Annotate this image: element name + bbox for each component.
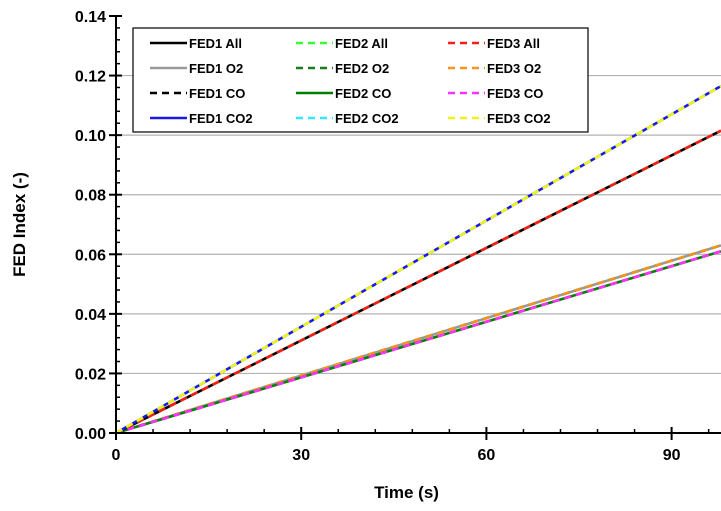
y-axis-title: FED Index (-) [10,172,29,277]
x-axis-title: Time (s) [374,483,439,502]
series-line-fed3-co [115,250,721,435]
legend-label-fed3-co2: FED3 CO2 [487,111,551,126]
y-tick-label-0-12: 0.12 [75,69,106,86]
legend-label-fed2-all: FED2 All [335,36,388,51]
y-tick-label-0-10: 0.10 [75,128,106,145]
series-lines [115,84,721,435]
legend-label-fed2-co: FED2 CO [335,86,391,101]
series-line-fed3-co2 [115,84,721,435]
y-tick-label-0-02: 0.02 [75,366,106,383]
legend-label-fed3-co: FED3 CO [487,86,543,101]
y-tick-label-0-04: 0.04 [75,307,106,324]
y-tick-label-0-00: 0.00 [75,426,106,443]
legend-label-fed3-o2: FED3 O2 [487,61,541,76]
axes: 0.00 0.02 0.04 0.06 0.08 0.10 0.12 0.14 0 30 60 90 T… [10,9,721,502]
legend-box [132,27,589,133]
legend-label-fed1-o2: FED1 O2 [189,61,243,76]
legend: FED1 All FED2 All FED3 All FED1 O2 FED2 O2 FE… [132,27,589,133]
y-tick-label-0-06: 0.06 [75,247,106,264]
x-tick-label-0: 0 [112,447,121,464]
legend-label-fed3-all: FED3 All [487,36,540,51]
series-line-fed3-all [115,129,721,435]
legend-label-fed1-all: FED1 All [189,36,242,51]
x-tick-label-30: 30 [292,447,310,464]
y-tick-label-0-14: 0.14 [75,9,106,26]
legend-label-fed1-co: FED1 CO [189,86,245,101]
legend-label-fed2-co2: FED2 CO2 [335,111,399,126]
y-tick-label-0-08: 0.08 [75,188,106,205]
x-tick-label-90: 90 [663,447,681,464]
legend-label-fed2-o2: FED2 O2 [335,61,389,76]
series-line-fed3-o2 [115,244,721,435]
legend-label-fed1-co2: FED1 CO2 [189,111,253,126]
x-tick-label-60: 60 [478,447,496,464]
